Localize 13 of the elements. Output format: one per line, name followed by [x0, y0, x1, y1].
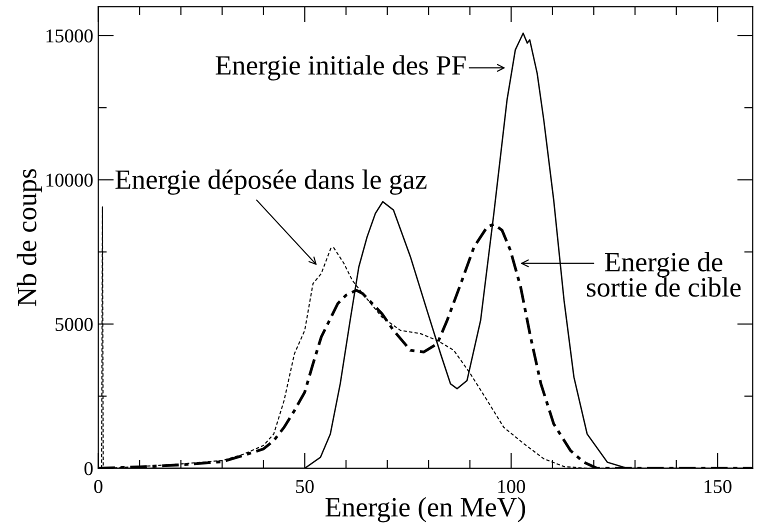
y-tick-label: 0	[84, 462, 93, 476]
y-tick-label: 10000	[46, 174, 93, 187]
annotation: Energie déposée dans le gaz	[115, 169, 427, 195]
x-tick-label: 100	[498, 480, 526, 494]
x-tick-label: 150	[704, 480, 732, 494]
annotation: Energie initiale des PF	[216, 55, 466, 80]
y-tick-label: 15000	[46, 29, 93, 42]
annotation: Energie de sortie de cible	[586, 252, 741, 297]
x-tick-label: 50	[296, 480, 314, 494]
y-axis-title: Nb de coups	[16, 169, 42, 306]
x-axis-title: Energie (en MeV)	[326, 497, 526, 522]
y-tick-label: 5000	[56, 318, 93, 331]
x-tick-label: 0	[94, 480, 102, 494]
